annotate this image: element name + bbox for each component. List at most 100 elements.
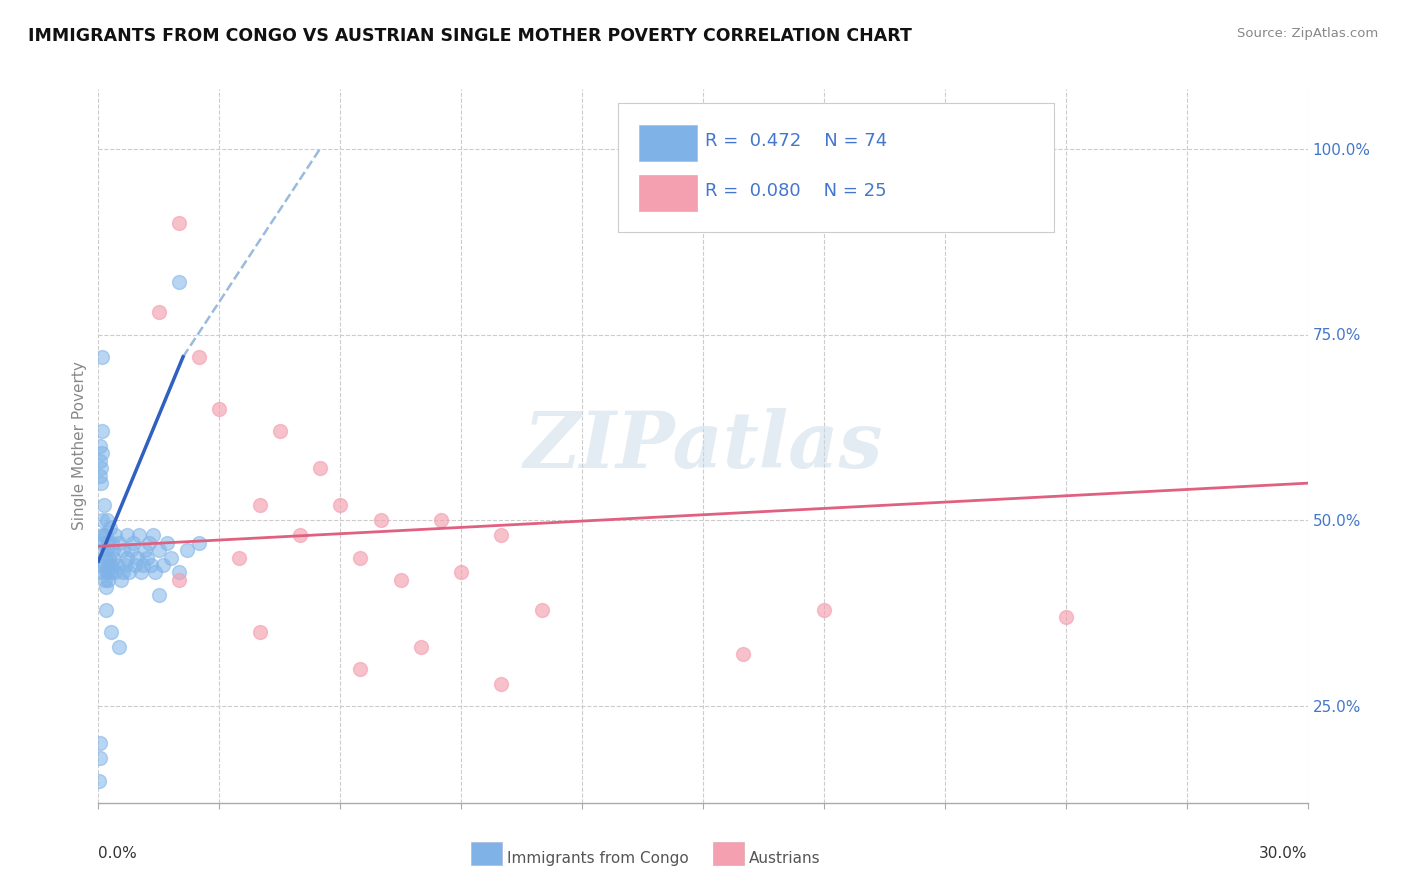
Point <box>125 550 148 565</box>
Point <box>118 566 141 580</box>
Text: Austrians: Austrians <box>749 851 821 866</box>
Text: R =  0.080    N = 25: R = 0.080 N = 25 <box>706 182 887 200</box>
Point <box>89 736 111 750</box>
Point <box>104 566 127 580</box>
Point <box>90 558 112 572</box>
Point <box>188 535 211 549</box>
Point <box>491 528 513 542</box>
Point <box>96 543 118 558</box>
Point <box>107 640 129 654</box>
Point <box>90 543 112 558</box>
Point <box>111 543 134 558</box>
Point <box>148 588 170 602</box>
Point <box>101 550 124 565</box>
Point <box>94 528 117 542</box>
Point <box>167 566 190 580</box>
Point <box>430 513 453 527</box>
Point <box>91 350 114 364</box>
FancyBboxPatch shape <box>638 175 697 211</box>
Point <box>90 528 112 542</box>
Point <box>121 535 143 549</box>
Point <box>107 535 129 549</box>
Point <box>160 550 183 565</box>
Point <box>143 566 166 580</box>
Point <box>110 573 132 587</box>
Point <box>89 773 111 788</box>
FancyBboxPatch shape <box>638 125 697 161</box>
Point <box>148 305 170 319</box>
Point <box>1054 610 1077 624</box>
FancyBboxPatch shape <box>619 103 1053 232</box>
Text: 0.0%: 0.0% <box>98 846 138 861</box>
Point <box>139 558 162 572</box>
Point <box>98 550 121 565</box>
Point <box>89 454 111 468</box>
Point <box>90 461 112 475</box>
Point <box>142 528 165 542</box>
Text: IMMIGRANTS FROM CONGO VS AUSTRIAN SINGLE MOTHER POVERTY CORRELATION CHART: IMMIGRANTS FROM CONGO VS AUSTRIAN SINGLE… <box>28 27 912 45</box>
Point <box>167 276 190 290</box>
Point <box>100 535 122 549</box>
Point <box>90 476 112 491</box>
Point <box>733 647 755 661</box>
Point <box>329 499 352 513</box>
Point <box>117 550 139 565</box>
Point <box>813 602 835 616</box>
Point <box>134 543 156 558</box>
Text: ZIPatlas: ZIPatlas <box>523 408 883 484</box>
Point <box>114 558 136 572</box>
Point <box>530 602 553 616</box>
Point <box>288 528 311 542</box>
Point <box>97 558 120 572</box>
Point <box>349 550 371 565</box>
Point <box>94 566 117 580</box>
Point <box>97 566 120 580</box>
Point <box>100 566 122 580</box>
Point <box>89 566 111 580</box>
Text: Immigrants from Congo: Immigrants from Congo <box>508 851 689 866</box>
Point <box>103 528 125 542</box>
Point <box>450 566 472 580</box>
Text: 30.0%: 30.0% <box>1260 846 1308 861</box>
Point <box>98 521 121 535</box>
Point <box>176 543 198 558</box>
Point <box>167 216 190 230</box>
Point <box>115 528 138 542</box>
Point <box>100 624 122 639</box>
Point <box>93 558 115 572</box>
Point <box>269 424 291 438</box>
Point <box>89 439 111 453</box>
Point <box>89 468 111 483</box>
Point <box>105 558 128 572</box>
FancyBboxPatch shape <box>471 842 502 865</box>
Point <box>120 543 142 558</box>
Point <box>249 624 271 639</box>
Point <box>124 558 146 572</box>
Y-axis label: Single Mother Poverty: Single Mother Poverty <box>72 361 87 531</box>
Point <box>491 677 513 691</box>
Point <box>167 573 190 587</box>
Point <box>389 573 412 587</box>
Point <box>188 350 211 364</box>
Point <box>96 602 118 616</box>
Point <box>93 499 115 513</box>
Point <box>138 535 160 549</box>
Point <box>97 573 120 587</box>
Point <box>112 566 135 580</box>
Point <box>349 662 371 676</box>
Point <box>409 640 432 654</box>
Point <box>91 513 114 527</box>
Point <box>90 446 112 460</box>
Point <box>249 499 271 513</box>
Point <box>96 580 118 594</box>
Point <box>94 550 117 565</box>
Point <box>228 550 250 565</box>
Point <box>100 558 122 572</box>
Point <box>370 513 392 527</box>
Point <box>101 543 124 558</box>
Point <box>94 573 117 587</box>
Point <box>135 550 157 565</box>
Point <box>129 566 152 580</box>
Point <box>309 461 332 475</box>
Point <box>128 528 150 542</box>
